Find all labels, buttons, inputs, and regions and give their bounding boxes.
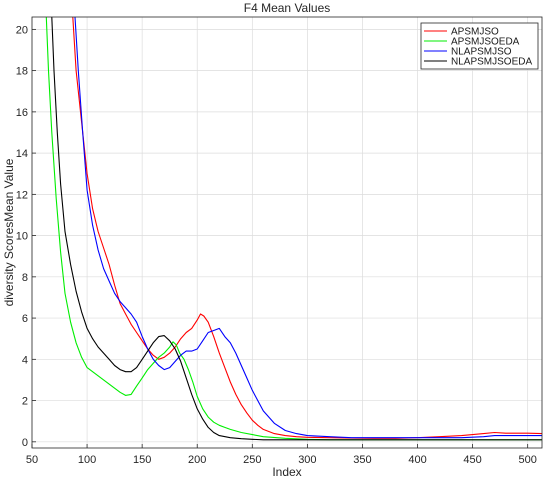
- y-tick-label: 4: [22, 354, 28, 366]
- x-tick-label: 100: [78, 454, 96, 466]
- plot-frame: [31, 16, 543, 449]
- y-tick-label: 20: [16, 24, 28, 36]
- x-tick-label: 500: [519, 454, 537, 466]
- x-tick-label: 350: [353, 454, 371, 466]
- x-tick-label: 250: [243, 454, 261, 466]
- y-axis-label: diversity ScoresMean Value: [2, 158, 16, 306]
- chart-title: F4 Mean Values: [244, 1, 331, 15]
- series-line-nlapsmjsoeda: [51, 17, 542, 441]
- y-tick-label: 0: [22, 437, 28, 449]
- y-tick-label: 18: [16, 66, 28, 78]
- x-tick-label: 450: [463, 454, 481, 466]
- y-tick-label: 6: [22, 313, 28, 325]
- y-tick-label: 14: [16, 148, 28, 160]
- series-line-nlapsmjso: [74, 17, 542, 439]
- legend-label-nlapsmjsoeda: NLAPSMJSOEDA: [451, 57, 532, 68]
- grid-lines: [31, 17, 542, 448]
- y-tick-label: 12: [16, 189, 28, 201]
- x-tick-label: 50: [26, 454, 38, 466]
- x-axis-label: Index: [272, 465, 301, 479]
- legend-label-apsmjsoeda: APSMJSOEDA: [451, 37, 520, 48]
- y-tick-label: 2: [22, 396, 28, 408]
- y-tick-label: 16: [16, 107, 28, 119]
- y-tick-label: 10: [16, 231, 28, 243]
- series-layer: [45, 17, 542, 441]
- x-tick-label: 150: [133, 454, 151, 466]
- x-tick-label: 300: [298, 454, 316, 466]
- y-tick-label: 8: [22, 272, 28, 284]
- x-tick-label: 200: [188, 454, 206, 466]
- legend-label-apsmjso: APSMJSO: [451, 27, 499, 38]
- axis-ticks: 50 100 150 200 250 300 350 400 450 500 0 2 4 6 8 10 12 14…: [16, 24, 537, 466]
- plot-background: [32, 17, 542, 448]
- x-tick-label: 400: [408, 454, 426, 466]
- legend-label-nlapsmjso: NLAPSMJSO: [451, 47, 512, 58]
